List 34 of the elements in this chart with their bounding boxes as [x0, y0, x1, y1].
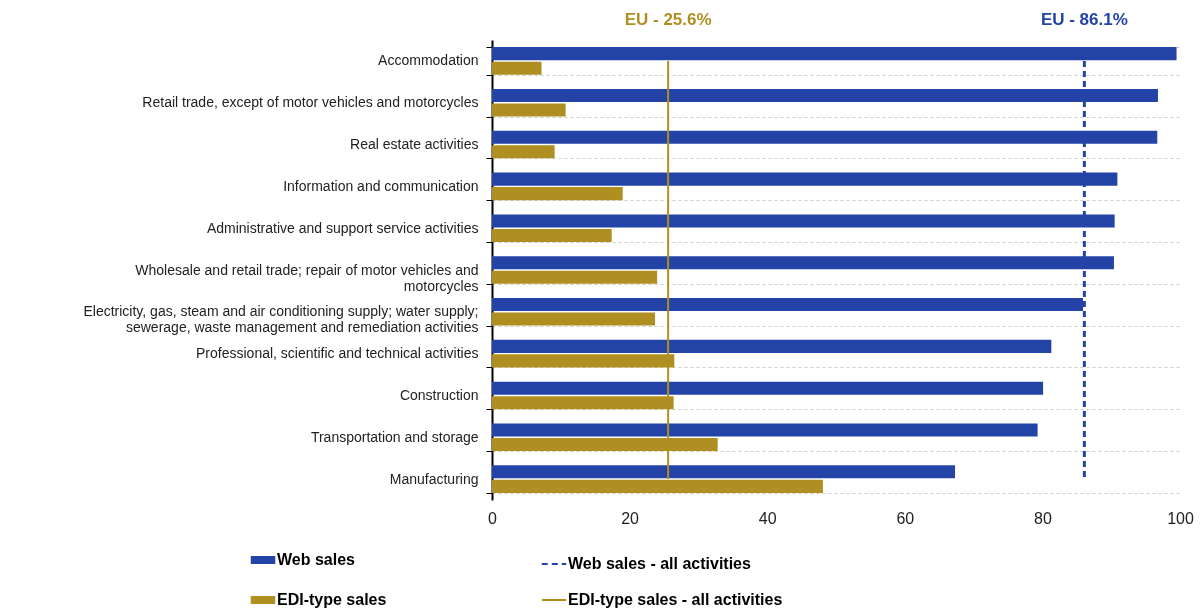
bar: [492, 312, 656, 326]
y-tick-label: Real estate activities: [350, 136, 479, 153]
x-tick-label: 80: [1034, 509, 1052, 527]
y-tick-label: Electricity, gas, steam and air conditioning supply; water supply; sewerage, waste management and remediation activities: [83, 303, 479, 336]
y-tick-label: Accommodation: [378, 52, 479, 69]
x-tick-label: 40: [758, 509, 777, 527]
y-tick-label: Transportation and storage: [310, 428, 479, 445]
bar: [492, 339, 1052, 353]
text: EU - 25.6%: [624, 10, 712, 29]
bar: [492, 270, 658, 284]
legend-label: Web sales - all activities: [568, 555, 752, 572]
bar: [492, 465, 956, 479]
x-tick-label: 60: [896, 509, 915, 527]
bar: [492, 423, 1038, 437]
x-tick-label: 100: [1167, 509, 1194, 527]
y-tick-label: Construction: [399, 386, 479, 403]
y-tick-label: Retail trade, except of motor vehicles and motorcycles: [142, 94, 479, 111]
bar: [492, 103, 566, 117]
legend-label: EDI-type sales: [277, 591, 387, 608]
y-tick-label: Manufacturing: [389, 470, 479, 487]
legend-label: Web sales: [277, 551, 356, 568]
bar: [492, 145, 555, 159]
bar: [492, 381, 1044, 395]
x-tick-label: 0: [488, 509, 498, 527]
bar: [492, 228, 612, 242]
y-tick-label: Wholesale and retail trade; repair of motor vehicles and motorcycles: [135, 261, 479, 294]
x-tick-label: 20: [621, 509, 640, 527]
legend-label: EDI-type sales - all activities: [568, 591, 783, 608]
text: EU - 86.1%: [1040, 10, 1128, 29]
y-tick-label: Administrative and support service activities: [206, 219, 479, 236]
y-tick-label: Information and communication: [283, 177, 479, 194]
bar: [492, 61, 542, 75]
y-tick-label: Professional, scientific and technical activities: [196, 345, 479, 362]
bar: [492, 187, 623, 201]
